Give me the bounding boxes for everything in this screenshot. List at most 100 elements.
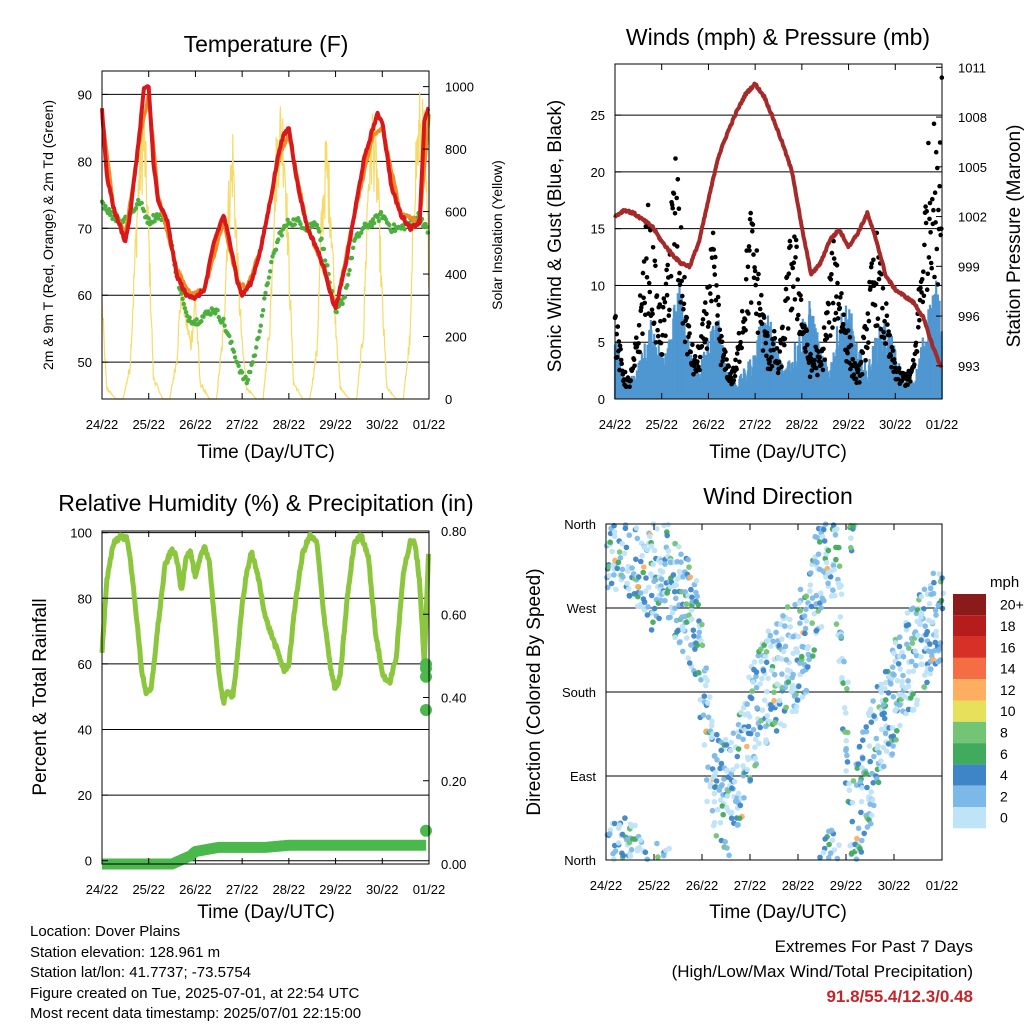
dewpoint-point <box>194 317 199 322</box>
direction-point <box>703 777 710 783</box>
y2-tick-label: 1008 <box>958 110 987 125</box>
gust-point <box>872 302 878 308</box>
gust-point <box>834 294 839 299</box>
gust-point <box>923 220 929 226</box>
gust-point <box>807 374 813 380</box>
gust-point <box>655 333 661 339</box>
gust-point <box>804 328 809 334</box>
gust-point <box>936 207 941 213</box>
legend-label: 10 <box>1000 703 1016 719</box>
direction-point <box>917 621 923 628</box>
direction-point <box>849 799 856 806</box>
direction-point <box>796 683 802 690</box>
gust-point <box>796 312 801 318</box>
direction-point <box>875 743 881 749</box>
gust-point <box>935 282 941 287</box>
direction-point <box>720 811 726 818</box>
legend-swatch <box>953 679 986 701</box>
direction-point <box>722 736 729 743</box>
direction-point <box>790 633 797 640</box>
gust-point <box>743 328 748 333</box>
gust-point <box>780 324 785 330</box>
direction-point <box>717 819 724 826</box>
y-tick-label: 60 <box>78 657 92 672</box>
direction-point <box>831 847 838 853</box>
y2-tick-label: 400 <box>445 267 467 282</box>
dewpoint-point <box>353 236 358 241</box>
direction-point <box>891 650 897 656</box>
gust-point <box>699 344 705 349</box>
dewpoint-point <box>279 233 284 238</box>
direction-point <box>748 695 755 702</box>
gust-point <box>660 304 666 310</box>
gust-point <box>706 320 712 326</box>
gust-point <box>618 346 623 352</box>
gust-point <box>716 302 721 308</box>
gust-point <box>661 296 667 301</box>
direction-point <box>688 616 694 623</box>
x-tick-label: 27/22 <box>739 417 772 432</box>
dewpoint-point <box>342 294 348 300</box>
gust-point <box>644 275 650 280</box>
direction-point <box>783 704 789 711</box>
direction-point <box>921 606 927 612</box>
dewpoint-point <box>402 227 407 232</box>
legend-swatch <box>953 594 986 616</box>
direction-point <box>897 722 903 729</box>
y-tick-label: 20 <box>78 788 92 803</box>
gust-point <box>767 359 772 364</box>
gust-point <box>681 306 686 312</box>
direction-point <box>790 650 796 657</box>
x-tick-label: 27/22 <box>734 878 767 893</box>
legend-swatch <box>953 636 986 658</box>
direction-point <box>927 585 934 592</box>
direction-point <box>641 564 647 570</box>
dewpoint-point <box>187 315 192 320</box>
direction-point <box>807 582 814 588</box>
gust-point <box>746 311 751 316</box>
gust-point <box>751 252 756 257</box>
direction-point <box>838 582 844 589</box>
gust-point <box>677 270 682 276</box>
extremes-box: Extremes For Past 7 Days (High/Low/Max W… <box>672 934 973 1009</box>
temperature-ylabel-right: Solar Insolation (Yellow) <box>489 160 505 310</box>
gust-point <box>939 226 944 231</box>
direction-point <box>853 782 860 788</box>
direction-point <box>709 807 716 814</box>
gust-point <box>734 351 740 356</box>
direction-point <box>658 576 665 582</box>
gust-point <box>883 341 889 346</box>
direction-point <box>897 666 903 672</box>
gust-point <box>673 156 678 161</box>
direction-point <box>913 652 920 659</box>
direction-point <box>930 570 937 577</box>
direction-point <box>878 758 884 764</box>
dewpoint-point <box>378 210 384 215</box>
direction-point <box>771 671 778 678</box>
gust-point <box>802 323 807 329</box>
direction-point <box>808 603 815 610</box>
direction-point <box>848 544 854 551</box>
direction-point <box>717 765 723 772</box>
direction-point <box>803 618 810 624</box>
legend-swatch <box>953 743 986 765</box>
gust-point <box>714 283 719 288</box>
gust-point <box>934 246 940 252</box>
gust-point <box>798 293 803 298</box>
direction-point <box>619 566 626 573</box>
direction-point <box>645 604 651 610</box>
direction-point <box>728 739 734 746</box>
direction-point <box>736 815 743 822</box>
gust-point <box>887 332 892 338</box>
direction-point <box>648 627 655 633</box>
direction-point <box>875 779 882 786</box>
dewpoint-point <box>369 223 374 229</box>
direction-point <box>773 629 779 636</box>
gust-point <box>704 311 709 317</box>
gust-point <box>896 366 902 371</box>
gust-point <box>745 264 751 270</box>
dewpoint-point <box>254 345 259 350</box>
gust-point <box>792 297 798 302</box>
direction-point <box>871 802 877 809</box>
legend-label: 12 <box>1000 682 1016 698</box>
